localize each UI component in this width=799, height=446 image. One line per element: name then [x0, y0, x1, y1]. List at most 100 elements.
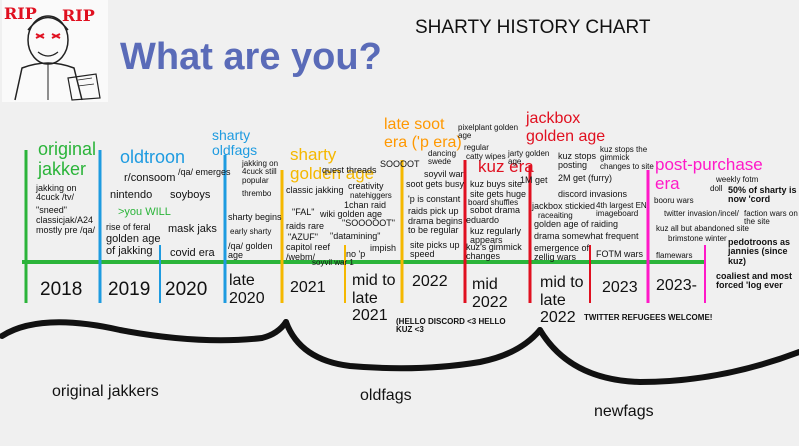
era-original-jakker: original jakker	[38, 139, 97, 179]
event: jarty golden age	[508, 149, 550, 167]
event: "AZUF"	[288, 232, 318, 242]
event: drama somewhat frequent	[534, 231, 639, 241]
event: twitter invasion	[664, 209, 717, 218]
event: sobot drama	[470, 205, 521, 215]
year-2022: 2022	[412, 273, 448, 290]
year-2021: 2021	[290, 279, 326, 296]
era-post-purchase: post-purchase era	[655, 155, 763, 193]
event: drama begins to be regular	[408, 216, 463, 236]
event: soyvil war	[424, 169, 464, 179]
event: flamewars	[656, 251, 693, 260]
event: raids pick up	[408, 206, 459, 216]
event: 2M get (furry)	[558, 173, 613, 183]
era-kuz: kuz era	[478, 157, 534, 176]
bracket-oldfags	[283, 319, 543, 372]
event: regular	[464, 143, 489, 152]
event: 4th largest EN imageboard	[596, 201, 647, 219]
event: quest threads	[322, 165, 377, 175]
event: early sharty	[230, 227, 272, 236]
year-2020: 2020	[165, 279, 208, 300]
event: site picks up speed	[410, 240, 460, 260]
event: r/consoom	[124, 172, 176, 184]
rip-left-label: RIP	[4, 4, 37, 23]
event: weekly fotm	[716, 175, 759, 184]
event: /qa/ golden age	[228, 241, 273, 261]
event: classicjak/A24	[36, 215, 94, 225]
event: faction wars on the site	[744, 209, 798, 227]
avatar-drawing	[2, 0, 108, 102]
year-mid-2022: mid 2022	[472, 276, 508, 311]
event: (HELLO DISCORD <3 HELLO KUZ <3	[396, 317, 506, 335]
event: dancing swede	[428, 149, 457, 167]
event: kuz stops the gimmick changes to site	[600, 145, 654, 171]
era-sharty-oldfags: sharty oldfags	[212, 127, 258, 159]
event: eduardo	[466, 215, 500, 225]
era-sharty-golden-age: sharty golden age	[290, 145, 375, 183]
event: kuz all but abandoned site	[656, 224, 749, 233]
event: jakking on 4cuck /tv/	[36, 183, 77, 203]
event: booru wars	[654, 196, 694, 205]
event: /webm/	[286, 252, 316, 262]
event: /qa/ emerges	[178, 167, 231, 177]
event: "FAL"	[292, 207, 315, 217]
event: SOOOOT	[380, 159, 420, 169]
event: jackbox stickied	[532, 201, 596, 211]
event: capitol reef	[286, 242, 331, 252]
event: soyvil war 1	[312, 258, 354, 267]
year-2018: 2018	[40, 279, 83, 300]
event: rise of feral	[106, 222, 151, 232]
event: soyboys	[170, 189, 211, 201]
event: golden age of raiding	[534, 219, 619, 229]
event: FOTM wars	[596, 249, 643, 259]
event: "SOOOOOT"	[342, 218, 395, 228]
event: doll	[710, 184, 723, 193]
event: coaliest and most forced 'log ever	[716, 271, 793, 291]
year-2019: 2019	[108, 279, 151, 300]
year-2023-dash: 2023-	[656, 277, 697, 294]
group-newfags: newfags	[594, 403, 654, 420]
event: covid era	[170, 247, 215, 259]
event: classic jakking	[286, 185, 344, 195]
event: /incel/	[718, 209, 739, 218]
event: mostly pre /qa/	[36, 225, 96, 235]
event: "sneed"	[36, 205, 67, 215]
event: catty wipes	[466, 152, 506, 161]
event: no 'p	[346, 249, 366, 259]
event: raids rare	[286, 221, 325, 231]
era-jackbox: jackbox golden age	[526, 110, 606, 145]
chart-subtitle: What are you?	[120, 36, 382, 78]
event: 1M get	[520, 175, 548, 185]
year-mid-late-2022: mid to late 2022	[540, 274, 584, 327]
year-2023: 2023	[602, 279, 638, 296]
group-original-jakkers: original jakkers	[52, 383, 159, 400]
event: >you WILL	[118, 206, 171, 218]
event: thrembo	[242, 189, 272, 198]
rip-right-label: RIP	[62, 6, 95, 25]
event: kuz stops posting	[558, 151, 597, 171]
event: brimstone winter	[668, 234, 727, 243]
event: kuz buys site	[470, 179, 523, 189]
event: jakking on 4cuck still popular	[242, 159, 279, 185]
event: "datamining"	[330, 231, 381, 241]
event: soot gets busy	[406, 179, 465, 189]
event: site gets huge	[470, 189, 527, 199]
event: kuz's gimmick changes	[466, 242, 522, 262]
event: 50% of sharty is now 'cord	[728, 185, 797, 205]
bracket-newfags	[537, 327, 799, 386]
event: discord invasions	[558, 189, 628, 199]
era-late-soot: late soot era ('p era)	[384, 116, 462, 151]
event: impish	[370, 243, 397, 253]
event: sharty begins	[228, 212, 282, 222]
event: golden age of jakking	[106, 233, 161, 257]
event: TWITTER REFUGEES WELCOME!	[584, 313, 713, 322]
event: emergence of zellig wars	[534, 243, 590, 263]
event: board shuffles	[468, 198, 519, 207]
year-mid-late-2021: mid to late 2021	[352, 272, 396, 325]
event: 1chan raid	[344, 200, 387, 210]
era-oldtroon: oldtroon	[120, 147, 186, 167]
year-late-2020: late 2020	[229, 272, 265, 307]
event: 'p is constant	[408, 194, 461, 204]
event: raceaiting	[538, 211, 573, 220]
bracket-original	[0, 319, 289, 344]
